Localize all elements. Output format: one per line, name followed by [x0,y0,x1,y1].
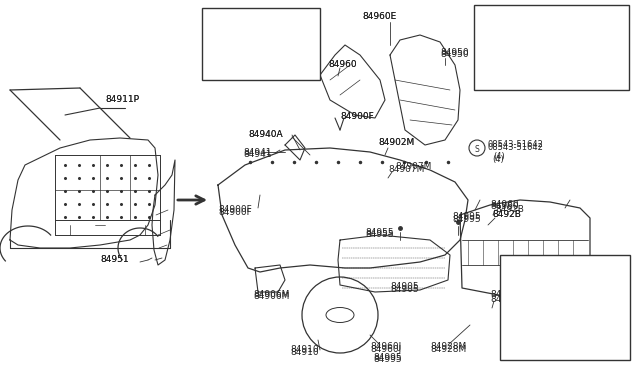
Text: 84928M: 84928M [430,342,467,351]
Text: 84995: 84995 [452,215,481,224]
Text: 84902M: 84902M [378,138,414,147]
Text: 84900F: 84900F [218,208,252,217]
Text: 84928M: 84928M [490,290,526,299]
Text: 84960: 84960 [328,60,356,69]
Text: 84960G: 84960G [512,268,548,277]
Text: 84960E: 84960E [362,12,396,21]
Bar [500,268,565,296]
Text: 84928M: 84928M [430,345,467,354]
Text: AR/9*00: AR/9*00 [510,345,545,354]
Text: 84900F: 84900F [340,112,374,121]
Text: 8492B: 8492B [492,210,521,219]
Text: 84995: 84995 [373,353,402,362]
Bar [474,5,629,90]
Text: 84907M: 84907M [395,162,431,171]
Text: 84995: 84995 [452,212,481,221]
Text: 84911P: 84911P [105,95,139,104]
Bar [202,8,320,80]
Text: 84960G: 84960G [530,265,566,274]
Text: 84911P: 84911P [105,95,139,104]
Text: (4): (4) [493,152,505,161]
Text: 84900F: 84900F [340,112,374,121]
Text: 84955: 84955 [365,230,394,239]
Text: 84902J: 84902J [477,28,508,37]
Text: 84941: 84941 [243,150,271,159]
Text: 84905: 84905 [390,282,419,291]
Text: 84960E: 84960E [362,12,396,21]
Text: 84960J: 84960J [370,345,401,354]
Text: 8492B: 8492B [495,205,524,214]
Text: 84906M: 84906M [253,292,289,301]
Text: 08543-51642: 08543-51642 [487,140,543,149]
Text: 84928M: 84928M [490,295,526,304]
Text: S(DX): S(DX) [208,15,234,24]
Text: 84910: 84910 [290,348,319,357]
Text: 84950: 84950 [440,48,468,57]
Text: 84995: 84995 [373,355,402,364]
Text: 84906M: 84906M [253,290,289,299]
Text: 84960: 84960 [490,200,518,209]
Text: 84907M: 84907M [388,165,424,174]
Bar [500,255,630,360]
Text: 8496D: 8496D [208,30,237,39]
Text: 84940A: 84940A [248,130,283,139]
Text: 84902J: 84902J [530,28,561,37]
Text: 84951: 84951 [100,255,129,264]
Text: 84960J: 84960J [370,342,401,351]
Text: 8496D: 8496D [208,27,237,36]
Text: (4): (4) [492,155,504,164]
Text: AR/9*00: AR/9*00 [510,342,545,351]
Text: 84951: 84951 [100,255,129,264]
Text: 84940A: 84940A [248,130,283,139]
Text: 84955: 84955 [365,228,394,237]
Text: 84950: 84950 [440,50,468,59]
Text: 84960: 84960 [328,60,356,69]
Text: 84941: 84941 [243,148,271,157]
Text: 8492B: 8492B [492,210,521,219]
Text: 84905: 84905 [390,285,419,294]
Text: 84902M: 84902M [378,138,414,147]
Text: 84960: 84960 [490,202,518,211]
Text: 84900F: 84900F [218,205,252,214]
Text: 08543-51642: 08543-51642 [487,143,543,152]
Text: S: S [475,144,479,154]
Text: 84910: 84910 [290,345,319,354]
Text: S(DX): S(DX) [208,17,234,26]
